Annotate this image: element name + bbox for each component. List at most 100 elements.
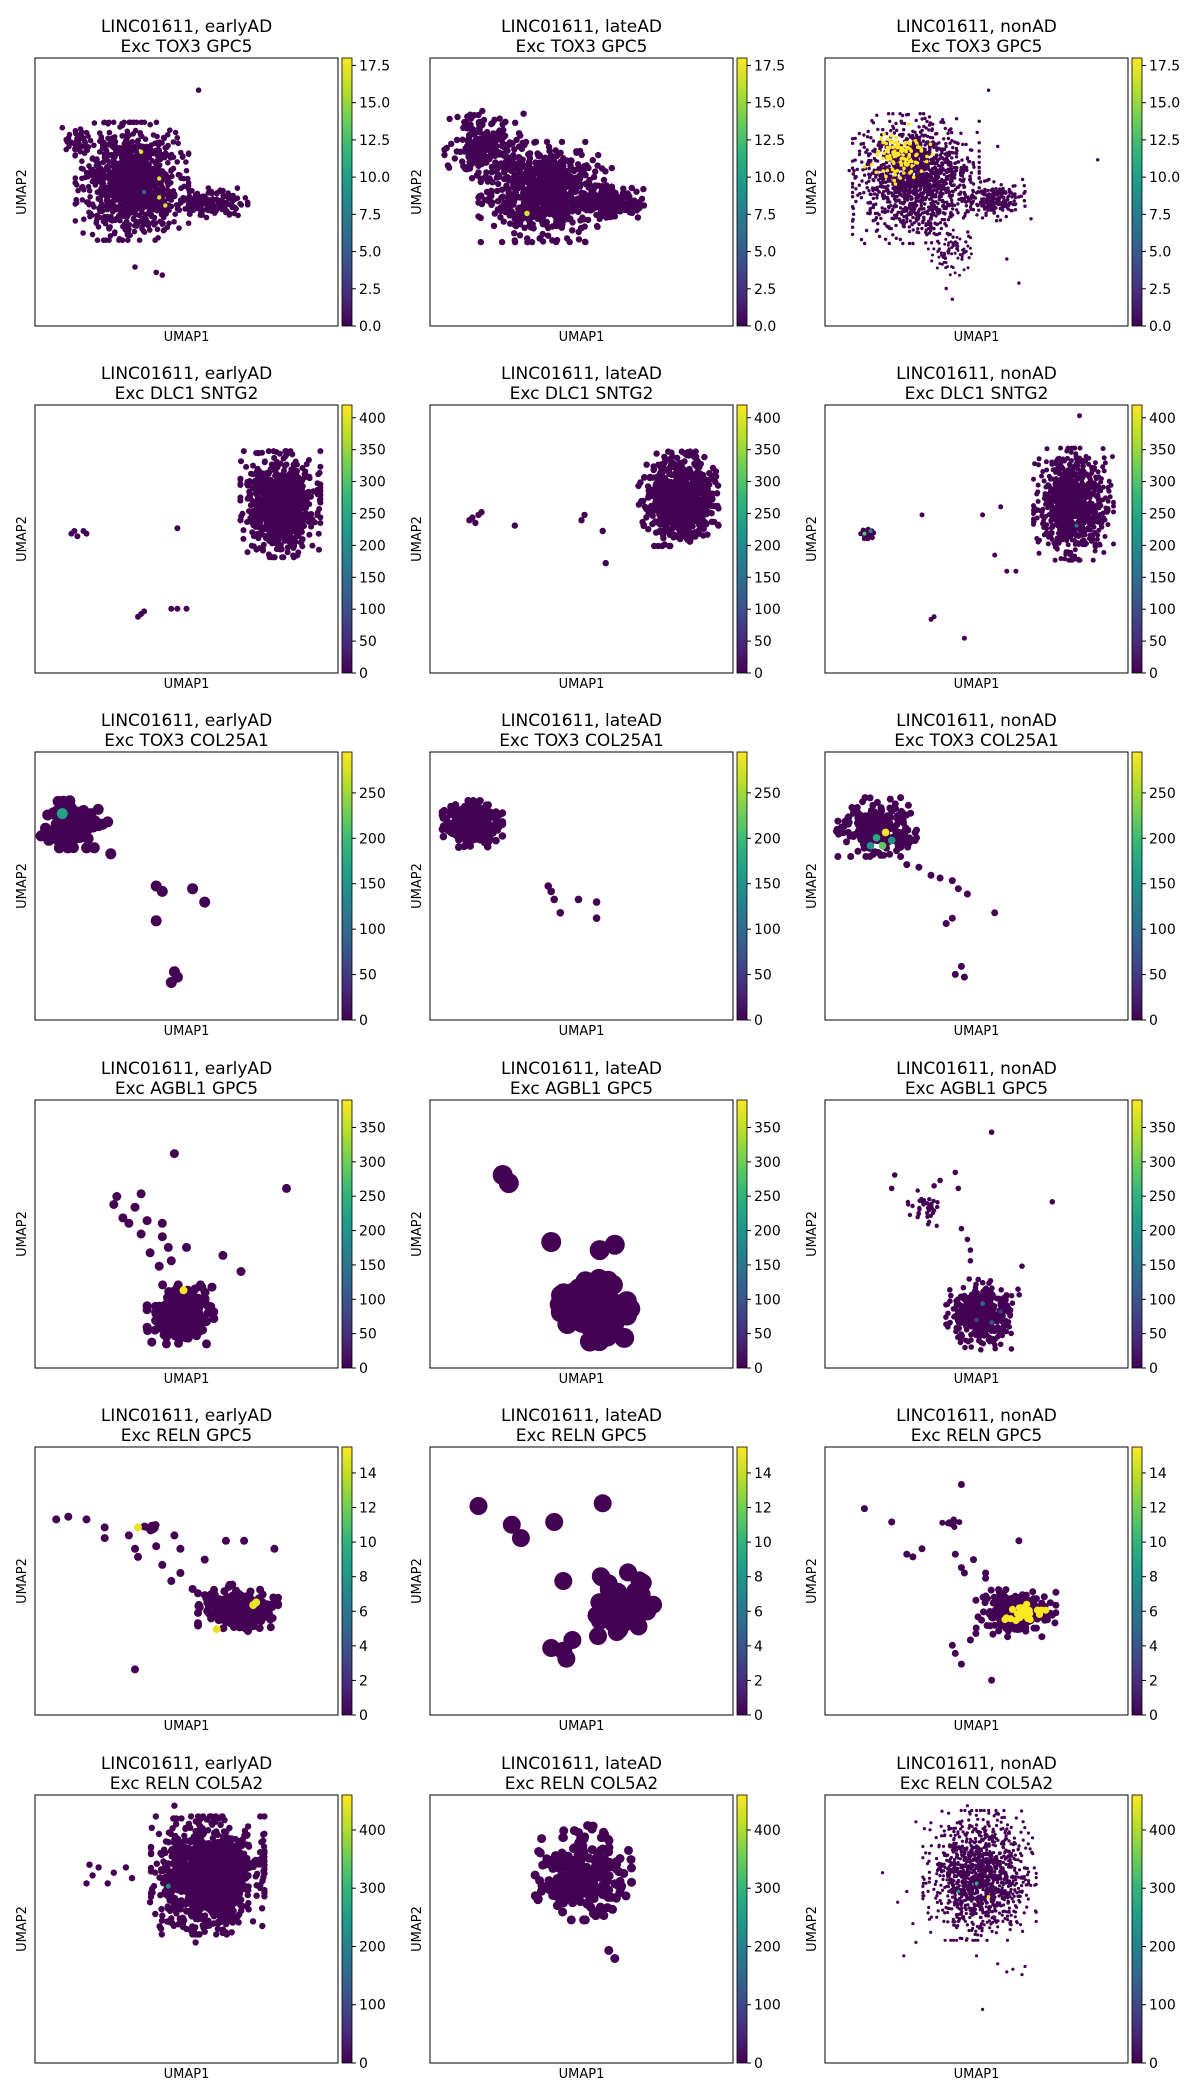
cell-point <box>883 210 887 215</box>
cell-point <box>888 179 892 183</box>
cell-point <box>857 152 862 157</box>
cell-point <box>178 197 184 203</box>
cell-point <box>991 195 995 199</box>
expressing-cell-point <box>899 163 904 167</box>
cell-point <box>940 147 944 151</box>
cell-point <box>489 179 496 186</box>
colorbar-tick-label: 2.5 <box>359 282 381 298</box>
cell-point <box>939 120 943 124</box>
cell-point <box>968 148 973 152</box>
cell-point <box>132 264 138 270</box>
cell-point <box>934 233 938 237</box>
expressing-cell-point <box>888 145 892 149</box>
cell-point <box>861 168 865 172</box>
cell-point <box>291 466 298 473</box>
cell-point <box>1022 191 1026 195</box>
cell-point <box>898 133 902 137</box>
cell-point <box>862 145 866 149</box>
cell-point <box>553 236 561 244</box>
cell-point <box>880 192 885 196</box>
cell-point <box>98 185 104 192</box>
expressing-cell-point <box>138 149 144 154</box>
cell-point <box>910 223 914 227</box>
cell-point <box>898 237 902 242</box>
cell-point <box>87 194 93 200</box>
cell-point <box>862 173 867 177</box>
cell-point <box>97 197 103 203</box>
cell-point <box>604 198 612 206</box>
cell-point <box>913 183 917 187</box>
cell-point <box>853 158 857 162</box>
cell-point <box>946 167 950 171</box>
cell-point <box>913 192 917 196</box>
cell-point <box>621 193 629 201</box>
cell-point <box>103 237 109 243</box>
expressing-cell-point <box>919 169 924 173</box>
cell-point <box>174 204 181 211</box>
cell-point <box>890 216 894 220</box>
cell-point <box>1000 208 1005 212</box>
cell-point <box>185 220 192 226</box>
cell-point <box>488 187 495 194</box>
cell-point <box>953 271 957 275</box>
cell-point <box>964 200 968 204</box>
cell-point <box>988 199 993 203</box>
cell-point <box>891 233 895 237</box>
cell-point <box>921 112 926 116</box>
cell-point <box>178 175 184 181</box>
cell-point <box>530 212 537 219</box>
cell-point <box>107 233 114 239</box>
cell-point <box>131 228 138 235</box>
cell-point <box>572 188 579 196</box>
x-axis-label: UMAP1 <box>954 330 1000 345</box>
y-axis-label: UMAP2 <box>15 169 30 215</box>
cell-point <box>969 171 974 175</box>
colorbar-tick-label: 10.0 <box>359 170 390 186</box>
cell-point <box>549 237 556 244</box>
cell-point <box>476 192 483 200</box>
cell-point <box>580 168 587 175</box>
cell-point <box>927 178 932 183</box>
cell-point <box>457 148 464 155</box>
cell-point <box>66 143 72 150</box>
cell-point <box>953 187 958 192</box>
cell-point <box>535 212 542 219</box>
cell-point <box>881 172 885 176</box>
cell-point <box>911 137 915 141</box>
cell-point <box>576 180 584 187</box>
cell-point <box>516 169 523 176</box>
cell-point <box>875 185 879 190</box>
cell-point <box>939 251 943 255</box>
cell-point <box>887 241 891 246</box>
cell-point <box>471 112 478 119</box>
cell-point <box>510 197 518 205</box>
cell-point <box>1022 184 1026 188</box>
cell-point <box>165 160 171 166</box>
cell-point <box>121 141 127 147</box>
cell-point <box>246 508 252 515</box>
cell-point <box>875 211 880 215</box>
cell-point <box>884 160 889 165</box>
cell-point <box>929 217 933 221</box>
cell-point <box>985 204 990 208</box>
cell-point <box>166 220 172 227</box>
cell-point <box>888 200 892 204</box>
cell-point <box>640 202 648 209</box>
cell-point <box>546 203 553 210</box>
cell-point <box>996 144 1000 149</box>
cell-point <box>160 134 167 141</box>
expressing-cell-point <box>904 148 908 152</box>
cell-point <box>959 131 963 135</box>
cell-point <box>850 166 855 170</box>
cell-point <box>575 201 582 209</box>
cell-point <box>75 187 81 194</box>
cell-point <box>876 178 881 182</box>
cell-point <box>203 214 210 221</box>
cell-point <box>583 162 590 169</box>
cell-point <box>935 222 940 226</box>
colorbar <box>1131 57 1143 327</box>
cell-point <box>909 184 914 189</box>
cell-point <box>1096 158 1100 162</box>
cell-point <box>903 186 907 190</box>
cell-point <box>613 203 621 211</box>
